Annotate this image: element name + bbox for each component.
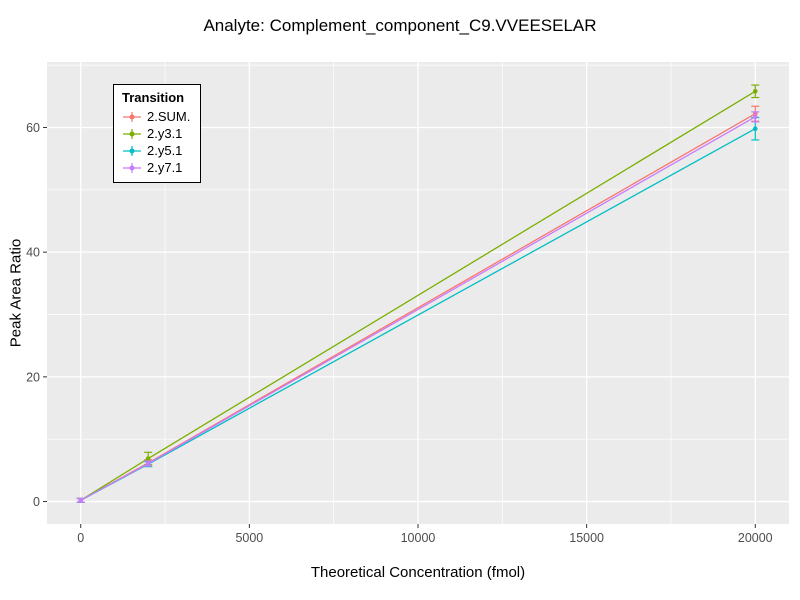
legend-title: Transition [122,90,185,105]
x-tick-label: 10000 [401,531,436,545]
legend-label: 2.y7.1 [147,160,183,175]
data-point [752,126,758,132]
x-tick-label: 5000 [235,531,263,545]
legend: Transition 2.SUM. 2.y3.1 2.y5.1 2.y7.1 [113,84,202,183]
y-tick-label: 40 [26,246,40,260]
x-tick-label: 15000 [569,531,604,545]
x-axis-label: Theoretical Concentration (fmol) [310,564,526,581]
y-axis-label: Peak Area Ratio [7,238,25,348]
legend-label: 2.SUM. [147,109,191,124]
legend-item: 2.y3.1 [122,125,190,142]
data-point [145,461,151,466]
legend-item: 2.SUM. [122,108,190,125]
legend-key-icon [123,111,141,122]
data-point [145,456,151,461]
legend-key-icon [123,128,141,139]
data-point [752,89,758,94]
x-tick-label: 0 [77,531,84,545]
x-tick-label: 20000 [738,531,773,545]
y-tick-label: 20 [26,370,40,384]
y-tick-label: 60 [26,121,40,135]
legend-key-icon [123,145,141,156]
y-tick-label: 0 [33,495,40,509]
chart-title: Analyte: Complement_component_C9.VVEESEL… [203,16,597,35]
legend-key-icon [123,162,141,173]
data-point [752,114,758,120]
legend-item: 2.y7.1 [122,159,190,176]
legend-item: 2.y5.1 [122,142,190,159]
legend-label: 2.y3.1 [147,126,183,141]
data-point [78,498,84,503]
legend-label: 2.y5.1 [147,143,183,158]
